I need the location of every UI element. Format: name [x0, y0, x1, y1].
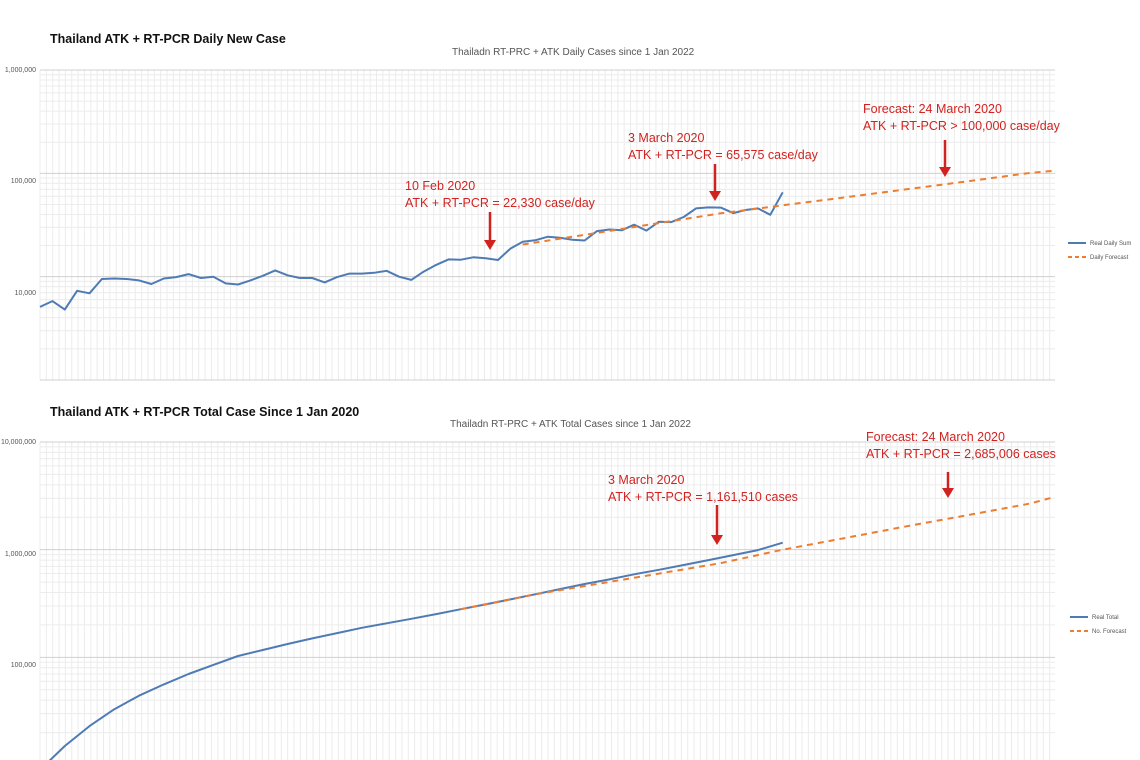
legend-label: No. Forecast — [1092, 629, 1127, 635]
annotation-text: ATK + RT-PCR > 100,000 case/day — [863, 119, 1061, 133]
y-tick-label: 100,000 — [11, 178, 36, 185]
annotation: 10 Feb 2020 ATK + RT-PCR = 22,330 case/da… — [405, 179, 596, 250]
grid — [39, 441, 1055, 760]
annotation: Forecast: 24 March 2020 ATK + RT-PCR > 10… — [863, 102, 1061, 177]
total-chart-svg: 10,000,000 1,000,000 100,000 Real Total No. … — [1, 430, 1127, 760]
annotation-text: Forecast: 24 March 2020 — [863, 102, 1002, 116]
annotation-text: 3 March 2020 — [608, 473, 684, 487]
legend-label: Real Total — [1092, 615, 1119, 621]
annotation-arrow-head — [709, 191, 721, 201]
annotation-text: ATK + RT-PCR = 22,330 case/day — [405, 196, 596, 210]
chart-heading: Thailand ATK + RT-PCR Daily New Case — [50, 32, 286, 46]
y-tick-label: 1,000,000 — [5, 551, 36, 558]
grid — [39, 69, 1055, 381]
chart-subtitle: Thailadn RT-PRC + ATK Daily Cases since … — [452, 47, 695, 58]
daily-chart-panel: Thailand ATK + RT-PCR Daily New Case Tha… — [5, 32, 1131, 381]
chart-subtitle: Thailadn RT-PRC + ATK Total Cases since … — [450, 419, 691, 430]
annotation-text: 3 March 2020 — [628, 131, 704, 145]
y-tick-label: 10,000,000 — [1, 439, 36, 446]
annotation: Forecast: 24 March 2020 ATK + RT-PCR = 2,… — [866, 430, 1056, 498]
daily-chart-svg: 1,000,000 100,000 10,000 Real Daily Sum Dail… — [5, 67, 1131, 381]
annotation-arrow-head — [939, 167, 951, 177]
annotation-text: ATK + RT-PCR = 2,685,006 cases — [866, 447, 1056, 461]
y-tick-label: 1,000,000 — [5, 67, 36, 74]
annotation-arrow-head — [711, 535, 723, 545]
annotation-text: ATK + RT-PCR = 1,161,510 cases — [608, 490, 798, 504]
chart-heading: Thailand ATK + RT-PCR Total Case Since 1… — [50, 405, 360, 419]
annotation-text: ATK + RT-PCR = 65,575 case/day — [628, 148, 819, 162]
legend-label: Daily Forecast — [1090, 255, 1129, 261]
annotation-text: 10 Feb 2020 — [405, 179, 475, 193]
real-series-line — [39, 191, 784, 311]
y-tick-label: 100,000 — [11, 662, 36, 669]
annotation: 3 March 2020 ATK + RT-PCR = 65,575 case/d… — [628, 131, 819, 201]
legend-label: Real Daily Sum — [1090, 241, 1131, 247]
total-chart-panel: Thailand ATK + RT-PCR Total Case Since 1… — [0, 385, 1140, 760]
annotation-arrow-head — [942, 488, 954, 498]
y-tick-label: 10,000 — [15, 290, 37, 297]
real-series-line — [48, 541, 783, 760]
annotation: 3 March 2020 ATK + RT-PCR = 1,161,510 cas… — [608, 473, 798, 545]
annotation-arrow-head — [484, 240, 496, 250]
annotation-text: Forecast: 24 March 2020 — [866, 430, 1005, 444]
